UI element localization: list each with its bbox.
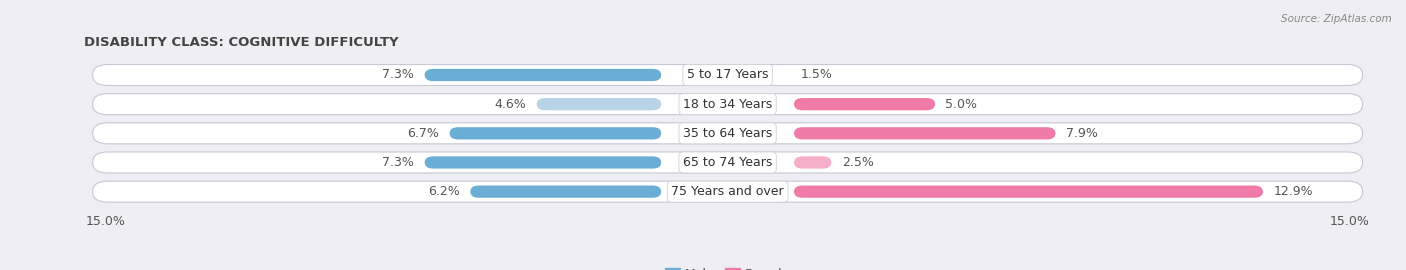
- Text: 6.2%: 6.2%: [429, 185, 460, 198]
- Text: 4.6%: 4.6%: [495, 98, 526, 111]
- FancyBboxPatch shape: [794, 185, 1263, 198]
- Text: 7.3%: 7.3%: [382, 156, 415, 169]
- FancyBboxPatch shape: [471, 185, 661, 198]
- Text: 7.9%: 7.9%: [1066, 127, 1098, 140]
- Text: 1.5%: 1.5%: [800, 69, 832, 82]
- Text: Source: ZipAtlas.com: Source: ZipAtlas.com: [1281, 14, 1392, 23]
- Text: 75 Years and over: 75 Years and over: [671, 185, 785, 198]
- FancyBboxPatch shape: [93, 181, 1362, 202]
- FancyBboxPatch shape: [425, 69, 661, 81]
- FancyBboxPatch shape: [93, 94, 1362, 115]
- Legend: Male, Female: Male, Female: [659, 263, 796, 270]
- Text: 12.9%: 12.9%: [1274, 185, 1313, 198]
- FancyBboxPatch shape: [537, 98, 661, 110]
- FancyBboxPatch shape: [425, 156, 661, 168]
- Text: 6.7%: 6.7%: [408, 127, 439, 140]
- Text: 65 to 74 Years: 65 to 74 Years: [683, 156, 772, 169]
- Text: 5.0%: 5.0%: [945, 98, 977, 111]
- Text: 7.3%: 7.3%: [382, 69, 415, 82]
- Text: 35 to 64 Years: 35 to 64 Years: [683, 127, 772, 140]
- Text: DISABILITY CLASS: COGNITIVE DIFFICULTY: DISABILITY CLASS: COGNITIVE DIFFICULTY: [84, 36, 399, 49]
- FancyBboxPatch shape: [794, 156, 831, 168]
- FancyBboxPatch shape: [794, 127, 1056, 139]
- Text: 2.5%: 2.5%: [842, 156, 873, 169]
- FancyBboxPatch shape: [794, 98, 935, 110]
- FancyBboxPatch shape: [93, 65, 1362, 86]
- FancyBboxPatch shape: [93, 123, 1362, 144]
- FancyBboxPatch shape: [93, 152, 1362, 173]
- Text: 18 to 34 Years: 18 to 34 Years: [683, 98, 772, 111]
- Text: 5 to 17 Years: 5 to 17 Years: [688, 69, 768, 82]
- FancyBboxPatch shape: [450, 127, 661, 139]
